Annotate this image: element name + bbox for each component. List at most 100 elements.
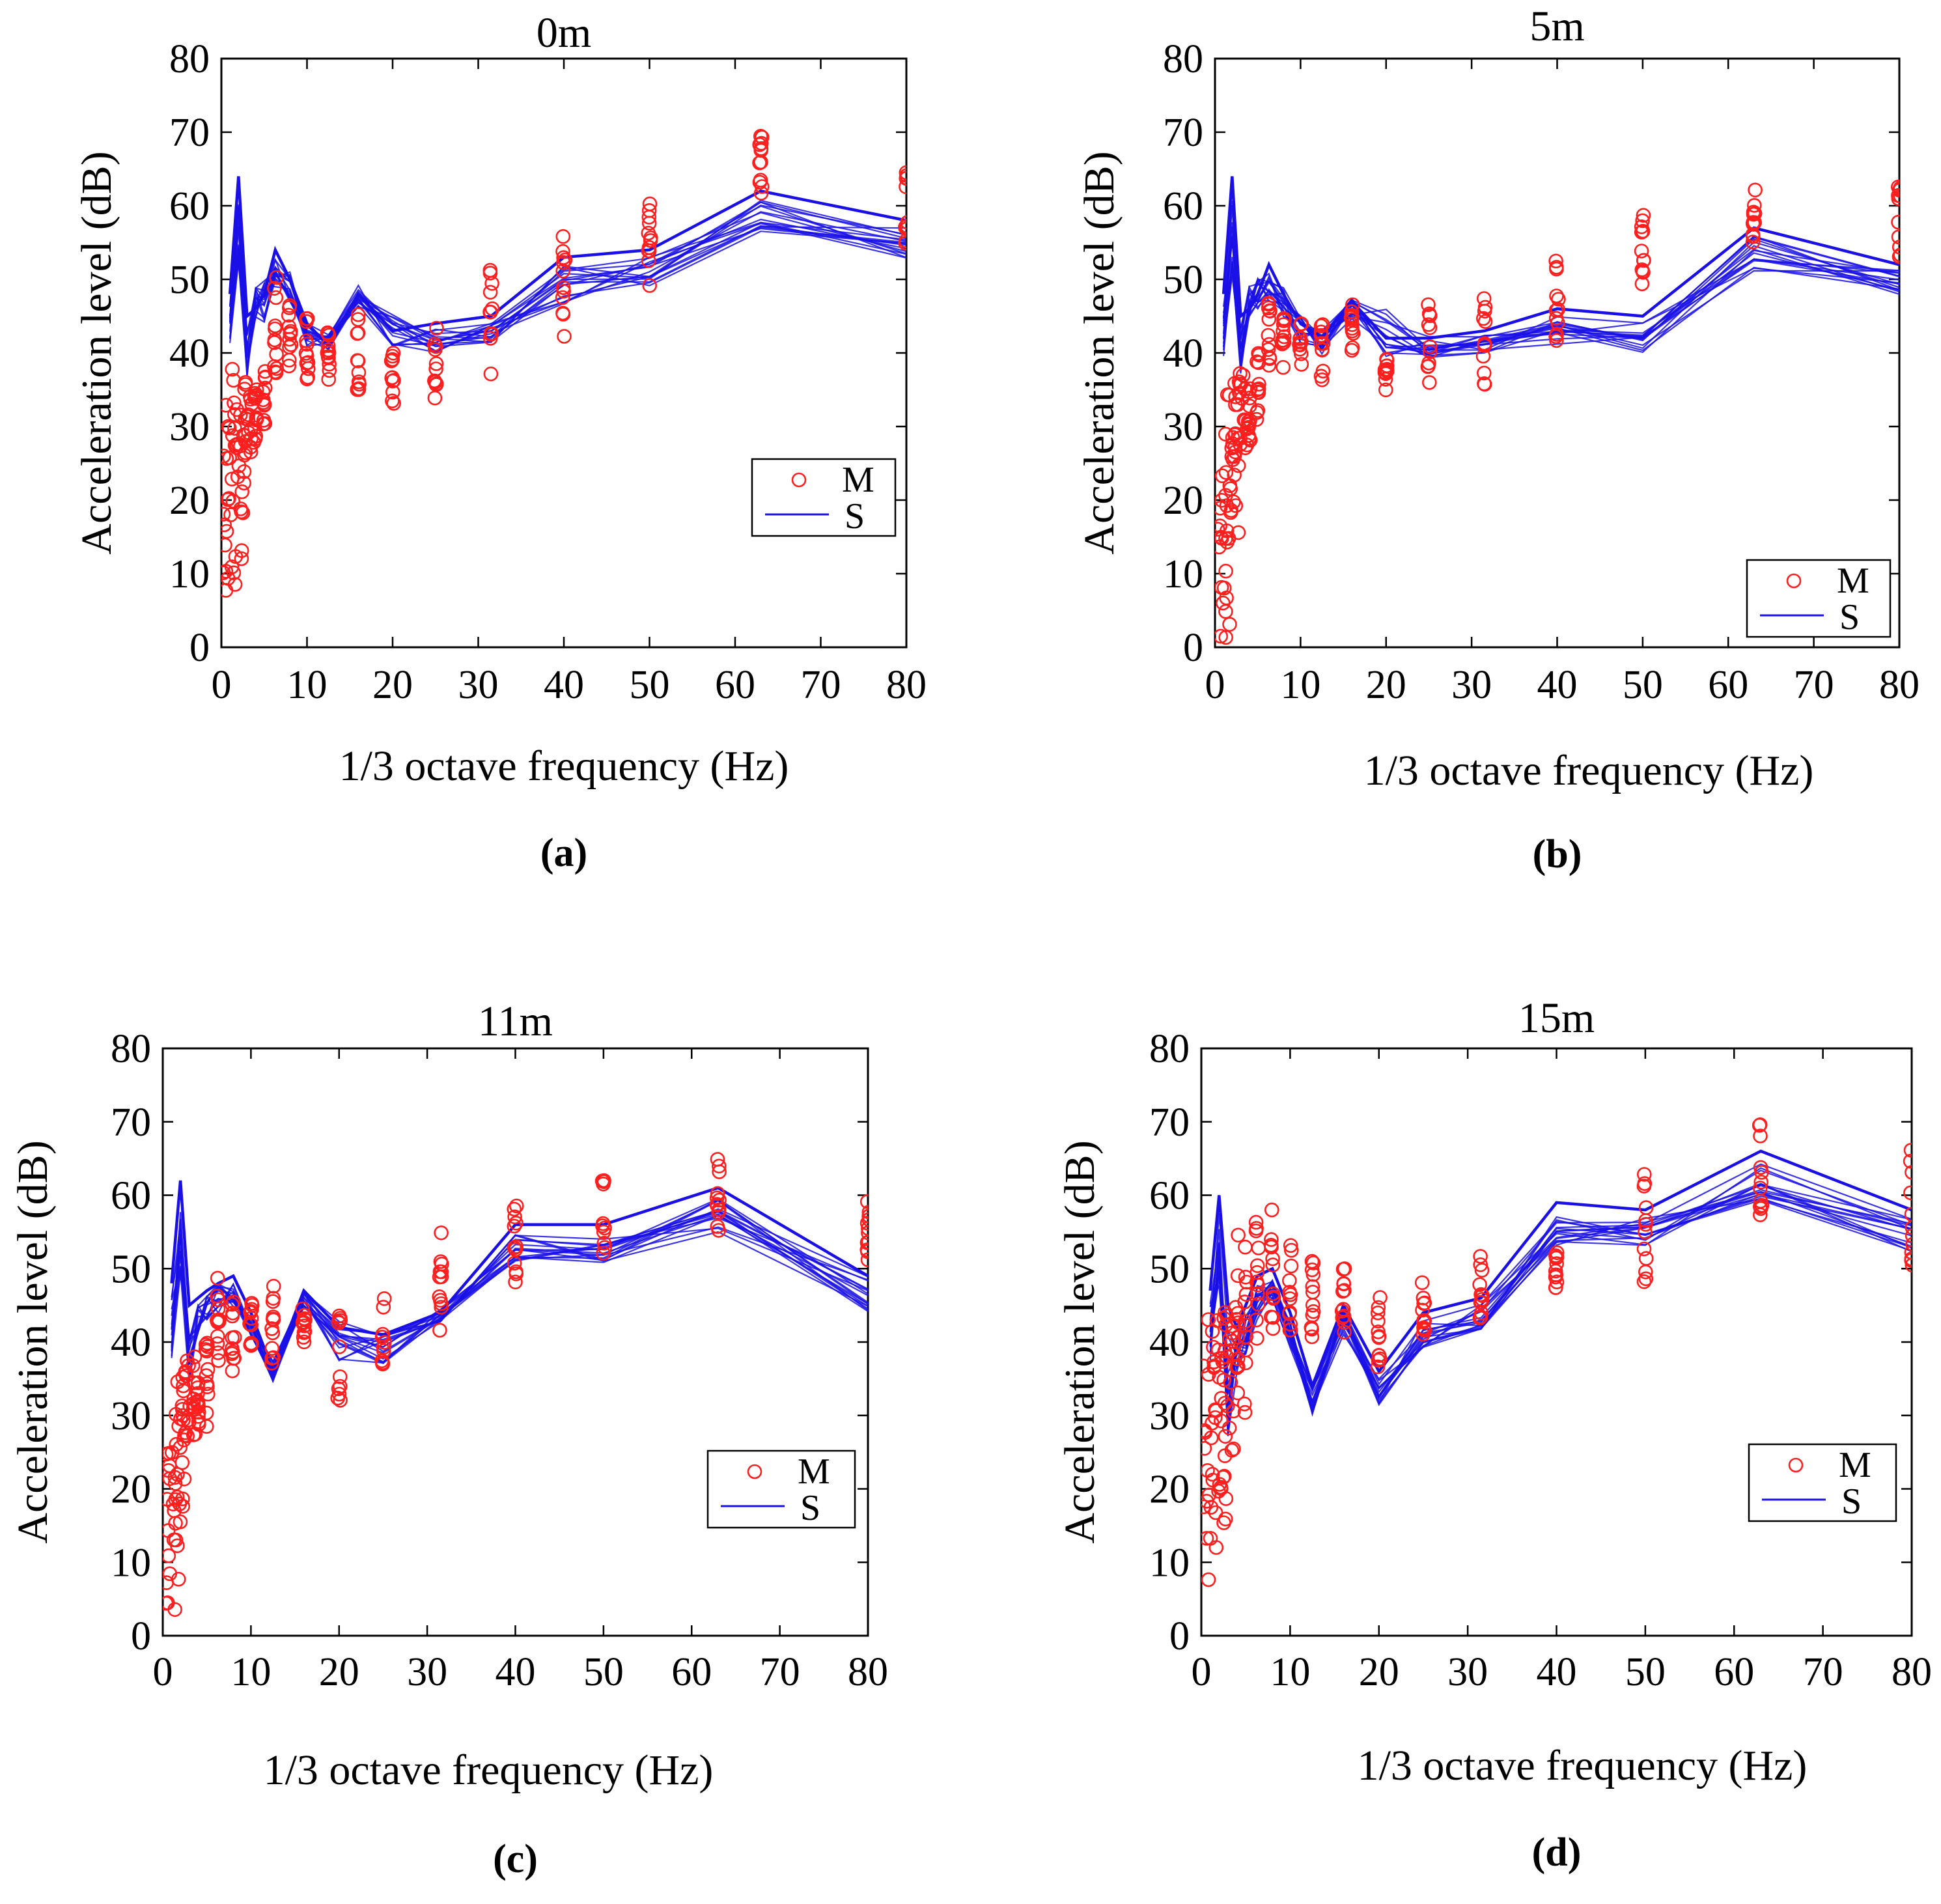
x-tick-label: 40 [544, 663, 584, 707]
measured-point [1266, 1291, 1281, 1306]
measured-point [1747, 198, 1762, 213]
measured-point [1371, 1330, 1386, 1345]
measured-point [244, 1311, 259, 1326]
measured-point [180, 1428, 195, 1444]
measured-point [1230, 1330, 1246, 1345]
y-tick-label: 70 [169, 111, 210, 155]
measured-point [385, 373, 400, 389]
measured-point [1313, 369, 1329, 384]
measured-point [1223, 505, 1238, 520]
measured-point [1903, 1154, 1912, 1169]
measured-point [235, 505, 251, 520]
y-tick-label: 30 [1149, 1394, 1190, 1438]
measured-point [1638, 1200, 1654, 1215]
panel-label: (d) [1532, 1830, 1582, 1875]
measured-point [1283, 1317, 1298, 1332]
measured-point [434, 1296, 449, 1311]
measured-point [1283, 1323, 1298, 1337]
measured-point [385, 345, 401, 361]
measured-point [249, 382, 264, 397]
measured-point [283, 337, 299, 352]
measured-point [282, 339, 297, 355]
measured-point [1422, 339, 1438, 354]
measured-point [281, 319, 297, 335]
measured-point [1892, 240, 1899, 255]
measured-point [427, 390, 443, 406]
x-tick-label: 60 [1714, 1650, 1754, 1694]
chart-title: 0m [537, 9, 591, 57]
measured-point [350, 353, 366, 369]
x-tick-label: 80 [886, 663, 927, 707]
measured-point [198, 1337, 214, 1352]
measured-point [1747, 215, 1762, 231]
measured-point [178, 1365, 193, 1380]
y-tick-label: 40 [1149, 1321, 1190, 1365]
measured-point [642, 278, 658, 293]
measured-point [1636, 253, 1651, 268]
measured-point [221, 571, 236, 586]
measured-point [1233, 366, 1248, 381]
measured-point [221, 419, 236, 434]
measured-point [426, 337, 442, 352]
measured-point [1893, 247, 1899, 262]
measured-point [296, 1311, 312, 1326]
chart-panel-c: 0 10 20 30 40 50 60 70 80 0 10 20 30 40 50 60 70 80 11m 1/3… [9, 998, 888, 1881]
measured-point [225, 361, 240, 377]
x-tick-label: 80 [1879, 663, 1920, 707]
measured-point [1638, 1251, 1654, 1266]
measured-point [299, 356, 314, 371]
measured-point [899, 221, 906, 236]
measured-point [507, 1218, 522, 1234]
measured-point [1891, 214, 1899, 230]
measured-point [861, 1221, 868, 1236]
measured-point [753, 186, 769, 201]
measured-point [376, 1343, 391, 1358]
y-axis-label: Acceleration level (dB) [1056, 1140, 1104, 1543]
measured-point [1476, 291, 1492, 306]
measured-point [1215, 628, 1228, 644]
measured-point [1421, 297, 1436, 313]
measured-point [210, 1292, 226, 1308]
panel-label: (b) [1533, 832, 1582, 876]
measured-point [1306, 1267, 1321, 1282]
legend: MS [1748, 1443, 1897, 1522]
measured-point [1294, 316, 1309, 331]
measured-point [1218, 563, 1233, 579]
measured-point [199, 1336, 215, 1351]
y-tick-label: 20 [1163, 479, 1203, 523]
measured-point [1219, 590, 1234, 606]
measured-point [1476, 311, 1491, 326]
measured-point [1315, 317, 1330, 332]
measured-point [754, 135, 769, 151]
measured-point [1237, 1405, 1253, 1420]
chart-panel-b: 0 10 20 30 40 50 60 70 80 0 10 20 30 40 50 60 70 80 5m 1/3 … [1076, 3, 1920, 876]
measured-point [1222, 1420, 1237, 1436]
measured-point [266, 359, 282, 374]
measured-point [191, 1409, 206, 1424]
measured-point [1636, 1241, 1652, 1257]
measured-point [234, 551, 249, 567]
measured-point [1238, 1355, 1253, 1371]
measured-point [267, 332, 283, 348]
measured-point [434, 1225, 449, 1240]
measured-point [167, 1470, 183, 1485]
measured-point [508, 1274, 523, 1290]
y-tick-label: 30 [169, 405, 210, 449]
measured-point [1414, 1275, 1430, 1291]
measured-point [641, 203, 657, 218]
measured-point [557, 329, 572, 344]
legend-box [1746, 559, 1892, 638]
measured-point [555, 255, 571, 270]
measured-point [1753, 1128, 1768, 1143]
measured-point [1905, 1237, 1912, 1252]
measured-point [1283, 1238, 1298, 1253]
measured-point [1250, 403, 1266, 418]
measured-point [199, 1343, 214, 1359]
measured-point [199, 1419, 214, 1434]
measured-point [170, 1467, 185, 1482]
measured-point [507, 1209, 522, 1225]
measured-point [899, 165, 906, 180]
x-tick-label: 20 [319, 1650, 359, 1694]
measured-point [710, 1152, 725, 1167]
measured-point [755, 179, 770, 194]
